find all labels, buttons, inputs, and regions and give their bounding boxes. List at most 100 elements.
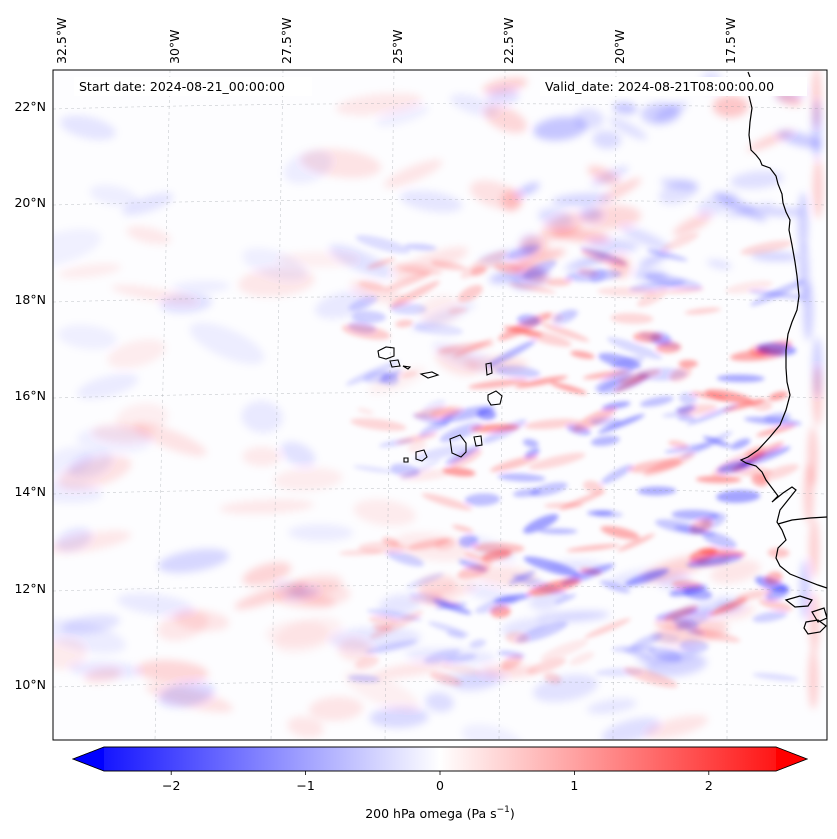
colorbar: −2 −1 0 1 2 200 hPa omega (Pa s−1) bbox=[71, 746, 809, 821]
field-blob bbox=[550, 227, 610, 243]
field-blob bbox=[354, 656, 380, 670]
start-date-label: Start date: 2024-08-21_00:00:00 bbox=[79, 79, 285, 94]
field-blob bbox=[517, 314, 541, 327]
field-blob bbox=[158, 681, 215, 708]
field-blob bbox=[686, 404, 738, 426]
field-blob bbox=[730, 438, 751, 450]
field-blob bbox=[493, 593, 531, 604]
colorbar-tick-label: 1 bbox=[570, 778, 578, 793]
field-blob bbox=[242, 446, 282, 467]
field-blob bbox=[668, 440, 689, 449]
field-blob bbox=[468, 378, 528, 389]
field-blob bbox=[234, 580, 308, 610]
field-blob bbox=[678, 359, 698, 368]
field-blob bbox=[710, 559, 761, 584]
field-blob bbox=[673, 213, 712, 237]
field-blob bbox=[280, 441, 316, 467]
field-blob bbox=[637, 486, 677, 496]
field-blob bbox=[803, 280, 814, 341]
latitude-labels: 22°N 20°N 18°N 16°N 14°N 12°N 10°N bbox=[14, 99, 46, 692]
coastline bbox=[739, 71, 827, 635]
field-blob bbox=[600, 525, 640, 540]
latitude-label: 16°N bbox=[14, 388, 46, 403]
field-blob bbox=[554, 594, 577, 604]
field-blob bbox=[565, 269, 622, 282]
field-blob bbox=[335, 92, 423, 116]
field-blob bbox=[776, 130, 822, 148]
field-blob bbox=[661, 233, 700, 252]
field-blob bbox=[350, 418, 407, 431]
field-blob bbox=[644, 273, 703, 290]
field-blob bbox=[53, 618, 126, 654]
field-blob bbox=[655, 342, 682, 354]
field-blob bbox=[524, 418, 580, 430]
field-blob bbox=[358, 281, 386, 292]
field-blob bbox=[457, 284, 483, 303]
field-blob bbox=[386, 550, 424, 567]
field-blob bbox=[308, 696, 364, 721]
field-blob bbox=[607, 337, 663, 360]
field-blob bbox=[695, 475, 742, 484]
field-blob bbox=[383, 159, 443, 188]
map-panel: Start date: 2024-08-21_00:00:00 Valid_da… bbox=[52, 69, 828, 741]
field-blob bbox=[482, 77, 528, 94]
colorbar-tick-label: −1 bbox=[296, 778, 314, 793]
parallel-line bbox=[53, 392, 827, 399]
field-blob bbox=[764, 571, 783, 585]
field-blob bbox=[528, 590, 561, 611]
field-blob bbox=[480, 664, 537, 678]
field-blob bbox=[813, 158, 824, 219]
field-blob bbox=[743, 416, 802, 426]
field-blob bbox=[407, 440, 427, 453]
field-blob bbox=[498, 650, 526, 658]
field-blob bbox=[752, 672, 799, 682]
field-blob bbox=[242, 562, 292, 586]
longitude-label: 32.5°W bbox=[54, 18, 69, 64]
field-blob bbox=[365, 640, 418, 654]
field-blob bbox=[812, 365, 823, 426]
field-blob bbox=[522, 438, 539, 448]
cape-verde-islands bbox=[377, 346, 503, 463]
field-blob bbox=[283, 150, 333, 184]
field-blob bbox=[735, 589, 772, 601]
field-blob bbox=[740, 240, 793, 255]
field-blob bbox=[413, 323, 464, 336]
colorbar-ticks: −2 −1 0 1 2 bbox=[162, 771, 713, 793]
latitude-label: 18°N bbox=[14, 292, 46, 307]
field-blob bbox=[448, 307, 468, 314]
longitude-labels: 32.5°W 30°W 27.5°W 25°W 22.5°W 20°W 17.5°W bbox=[54, 18, 738, 64]
field-blob bbox=[133, 422, 207, 457]
field-blob bbox=[368, 616, 398, 624]
field-blob bbox=[527, 578, 581, 596]
parallel-line bbox=[53, 199, 827, 206]
field-blob bbox=[675, 405, 696, 413]
field-blob bbox=[752, 610, 788, 623]
field-blob bbox=[394, 262, 442, 276]
field-blob bbox=[516, 621, 568, 643]
field-blob bbox=[583, 205, 641, 229]
meridian-line bbox=[384, 70, 395, 740]
field-blob bbox=[505, 631, 529, 644]
field-blob bbox=[748, 289, 805, 300]
field-blob bbox=[541, 323, 590, 342]
field-blob bbox=[527, 657, 567, 675]
field-blob bbox=[390, 302, 427, 315]
field-blob bbox=[442, 663, 482, 676]
field-blob bbox=[111, 284, 198, 305]
field-blob bbox=[494, 260, 520, 275]
field-blob bbox=[610, 356, 645, 369]
field-blob bbox=[337, 638, 373, 662]
longitude-label: 20°W bbox=[612, 29, 627, 64]
colorbar-outline bbox=[71, 746, 809, 772]
meridian-line bbox=[612, 70, 617, 740]
field-blob bbox=[587, 238, 639, 253]
field-blob bbox=[658, 179, 699, 205]
field-blob bbox=[157, 548, 230, 573]
field-blob bbox=[569, 651, 595, 666]
field-blob bbox=[597, 414, 645, 434]
longitude-label: 27.5°W bbox=[279, 18, 294, 64]
field-blob bbox=[242, 247, 307, 281]
field-blob bbox=[430, 260, 467, 271]
field-blob bbox=[453, 338, 494, 358]
field-blob bbox=[768, 391, 788, 401]
